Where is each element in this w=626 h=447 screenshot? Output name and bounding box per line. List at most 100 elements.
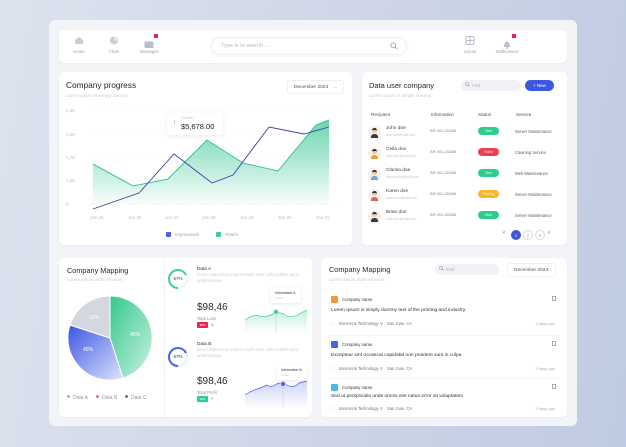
- table-row[interactable]: John doe john.doe@mail.com INF-001-12345…: [362, 124, 567, 145]
- job-category: Internet & Technology: [339, 321, 379, 326]
- search-placeholder: Type in to search ...: [221, 43, 269, 49]
- bookmark-icon[interactable]: [552, 341, 556, 346]
- bookmark-icon[interactable]: [552, 296, 556, 301]
- information: INF-001-123456: [430, 129, 457, 133]
- nav-layout[interactable]: Layout: [455, 36, 485, 54]
- y-tick: 0: [66, 202, 69, 207]
- y-tick: 2,0K: [66, 132, 76, 137]
- recipient-name: Clarisa doe: [386, 168, 411, 173]
- arrow-down-icon: ↘: [210, 322, 214, 327]
- pie-label-b: 45%: [83, 347, 94, 353]
- status-badge: Pending: [478, 190, 499, 198]
- company-progress-card: Company progress Lorem Ipsum is simply d…: [59, 72, 352, 245]
- company-name: Company name: [342, 342, 373, 347]
- data-a-ring: 67%: [167, 268, 189, 290]
- search-icon[interactable]: [390, 42, 398, 50]
- table-row[interactable]: Celia doe celia.doe@mail.com INF-001-123…: [362, 145, 567, 166]
- pie-slice-data-b[interactable]: [67, 324, 124, 381]
- recipient-email: celia.doe@mail.com: [386, 154, 416, 158]
- bookmark-icon[interactable]: [552, 384, 556, 389]
- y-tick: 1,7K: [66, 155, 76, 160]
- job-description: Sed ut perspiciatis unde omnis iste natu…: [331, 394, 464, 399]
- jobs-find-placeholder: Find: [446, 267, 455, 272]
- data-a-sparkline: [245, 309, 307, 333]
- search-input[interactable]: Type in to search ...: [211, 37, 407, 55]
- table-row[interactable]: Clarisa doe clarisa.doe@mail.com INF-001…: [362, 166, 567, 187]
- location-pin-icon: ⚲: [380, 406, 383, 411]
- new-button[interactable]: + New: [525, 80, 554, 91]
- next-page-button[interactable]: ›: [548, 230, 550, 236]
- page-1-button[interactable]: 1: [511, 230, 521, 240]
- chevron-down-icon: ⌄: [545, 267, 550, 273]
- reach-swatch: [216, 232, 221, 237]
- data-a-amount: $98,46: [197, 302, 228, 313]
- arrow-up-icon: ↑: [173, 120, 176, 126]
- service: Server Maintenance: [515, 192, 552, 197]
- folder-icon: 🗀: [331, 321, 336, 326]
- messages-badge: [153, 33, 159, 39]
- nav-chart[interactable]: Chart: [99, 36, 129, 54]
- recipient-email: brian.doe@mail.com: [386, 217, 417, 221]
- table-row[interactable]: Karen doe karen.doe@mail.com INF-001-123…: [362, 187, 567, 208]
- status-badge: Failed: [478, 148, 499, 156]
- avatar: [368, 210, 381, 223]
- company-mapping-jobs-card: Company Mapping Lorem ipsum dolor sit am…: [321, 258, 567, 417]
- job-item[interactable]: Company name Lorem Ipsum is simply dummy…: [321, 296, 567, 342]
- y-tick: 2,3K: [66, 108, 76, 113]
- legend-data-c[interactable]: Data C: [125, 395, 147, 401]
- avatar: [368, 147, 381, 160]
- job-location: San Jose, CA: [387, 366, 413, 371]
- x-tick: Jan 28: [202, 215, 216, 220]
- message-icon: [144, 41, 154, 48]
- nav-chart-label: Chart: [108, 49, 120, 54]
- progress-period-dropdown[interactable]: December 2023 ⌄: [287, 80, 344, 94]
- col-service: Service: [516, 112, 532, 117]
- mapping-subtitle: Lorem ipsum dolor sit amet: [67, 277, 123, 282]
- pie-slice-data-c[interactable]: [69, 295, 111, 339]
- job-location: San Jose, CA: [387, 406, 413, 411]
- info-b-sub: 5 Dec: [281, 373, 289, 377]
- avatar: [368, 189, 381, 202]
- jobs-period-dropdown[interactable]: December 2023 ⌄: [507, 263, 556, 277]
- search-icon: [465, 82, 470, 87]
- data-user-company-card: Data user company Lorem Ipsum is simply …: [362, 72, 567, 245]
- data-a-amount-label: Total Loss: [197, 316, 216, 321]
- information-b-tooltip: Information B 5 Dec: [277, 365, 307, 380]
- pie-label-a: 45%: [130, 332, 141, 338]
- info-b-title: Information B: [281, 368, 302, 372]
- information-a-tooltip: Information A 4 Dec: [271, 288, 301, 303]
- arrow-up-icon: ↗: [210, 396, 214, 401]
- page-3-button[interactable]: 3: [535, 230, 545, 240]
- service: Cleaning Service: [515, 150, 546, 155]
- nav-notifications[interactable]: Notifications: [487, 33, 527, 54]
- data-b-amount: $98,46: [197, 376, 228, 387]
- jobs-title: Company Mapping: [329, 265, 391, 274]
- pie-slice-data-a[interactable]: [109, 295, 153, 379]
- jobs-find-input[interactable]: Find: [435, 264, 499, 275]
- legend-data-b-label: Data B: [102, 395, 118, 401]
- company-name: Company name: [342, 385, 373, 390]
- page-2-button[interactable]: 2: [523, 230, 533, 240]
- table-row[interactable]: Brian doe brian.doe@mail.com INF-001-123…: [362, 208, 567, 229]
- job-category: Internet & Technology: [339, 406, 379, 411]
- job-item[interactable]: Company name Excepteur sint occaecat cup…: [321, 341, 567, 387]
- legend-data-a-label: Data A: [73, 395, 89, 401]
- legend-data-b[interactable]: Data B: [96, 395, 117, 401]
- job-time: 3 days ago: [535, 321, 555, 326]
- data-b-label: Data B: [197, 341, 212, 346]
- nav-notifications-label: Notifications: [495, 49, 519, 54]
- nav-home[interactable]: Home: [64, 36, 94, 54]
- legend-data-a[interactable]: Data A: [67, 395, 88, 401]
- legend-reach[interactable]: Reach: [216, 232, 238, 237]
- mapping-title: Company Mapping: [67, 266, 129, 275]
- legend-impressions[interactable]: Impressions: [166, 232, 199, 237]
- prev-page-button[interactable]: ‹: [503, 230, 505, 236]
- nav-messages[interactable]: Messages: [131, 33, 167, 54]
- location-pin-icon: ⚲: [380, 366, 383, 371]
- tooltip-value: $5,678.00: [181, 122, 215, 131]
- users-find-input[interactable]: Find: [461, 80, 521, 91]
- info-a-sub: 4 Dec: [275, 296, 283, 300]
- impressions-swatch: [166, 232, 171, 237]
- info-a-title: Information A: [275, 291, 296, 295]
- job-item[interactable]: Company name Sed ut perspiciatis unde om…: [321, 384, 567, 430]
